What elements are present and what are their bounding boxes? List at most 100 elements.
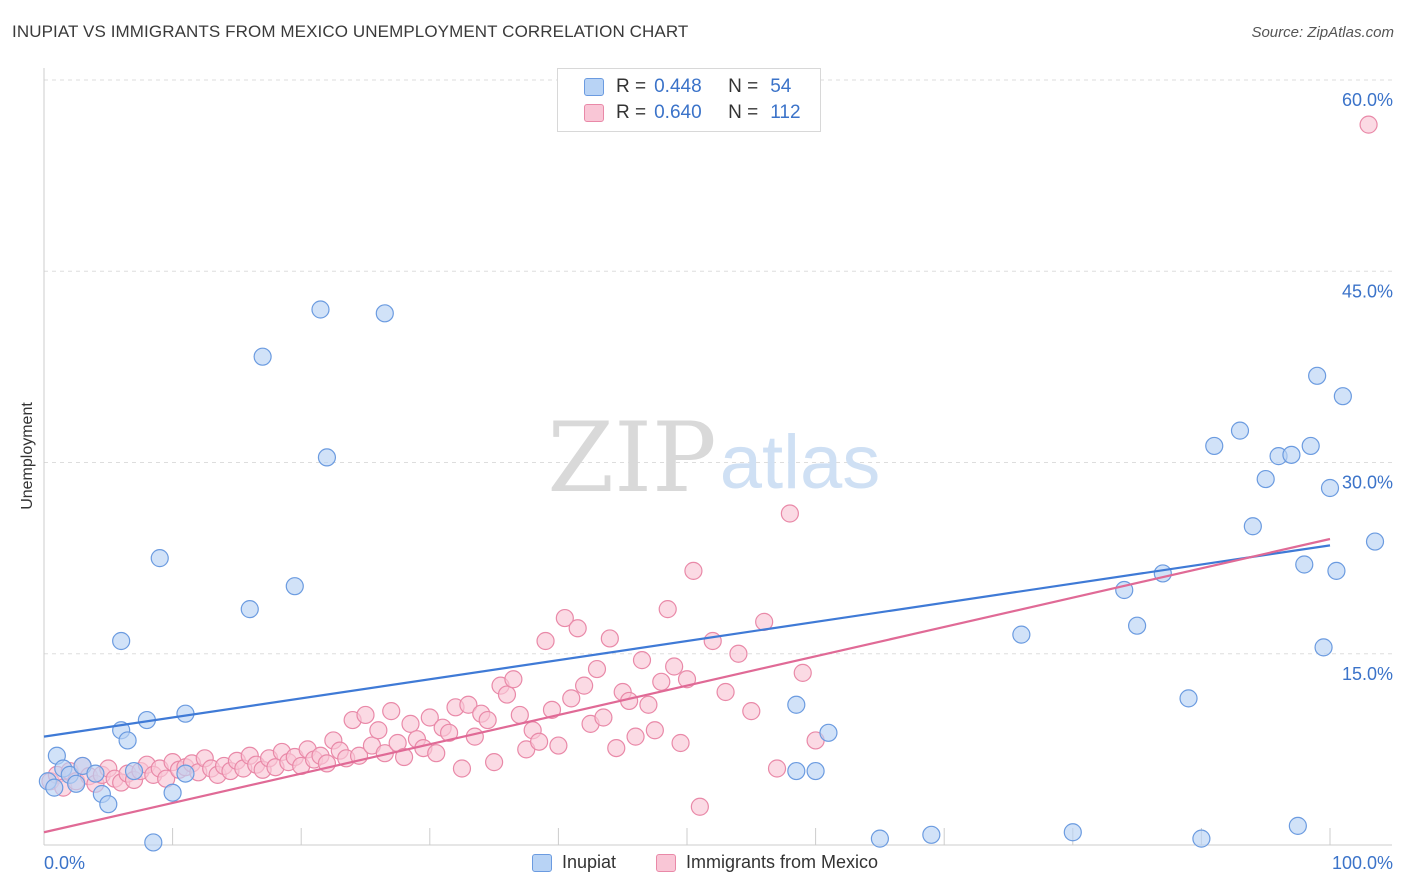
data-point-mexico <box>497 685 517 704</box>
trend-line-mexico <box>43 537 1331 834</box>
legend-n-value-inupiat: 54 <box>770 76 792 97</box>
data-point-mexico <box>607 738 626 758</box>
x-tick-label: 100.0% <box>1332 853 1393 873</box>
data-point-inupiat <box>124 761 144 781</box>
data-point-mexico <box>671 733 690 753</box>
legend-r-value-inupiat: 0.448 <box>654 76 702 97</box>
data-point-mexico <box>716 682 735 702</box>
trend-line-inupiat <box>43 544 1331 738</box>
legend-r-label: R = <box>616 76 647 97</box>
data-point-mexico <box>369 721 388 740</box>
data-point-inupiat <box>1282 445 1301 464</box>
data-point-inupiat <box>144 833 163 852</box>
legend-swatch-inupiat <box>584 78 604 96</box>
data-point-inupiat <box>1327 561 1346 580</box>
data-point-mexico <box>542 700 562 719</box>
data-point-inupiat <box>1301 436 1320 456</box>
data-point-inupiat <box>1192 829 1211 848</box>
data-point-mexico <box>504 670 523 689</box>
trend-lines <box>43 537 1331 834</box>
data-point-inupiat <box>240 600 259 619</box>
data-point-inupiat <box>118 731 137 750</box>
data-point-inupiat <box>1314 638 1333 657</box>
legend-row-mexico: R = 0.640 N = 112 <box>584 101 801 125</box>
data-point-mexico <box>420 708 439 727</box>
data-point-inupiat <box>1243 517 1262 536</box>
data-point-mexico <box>439 723 459 742</box>
series-mexico-points <box>41 115 1378 816</box>
data-point-mexico <box>394 747 414 767</box>
data-point-mexico <box>767 759 787 778</box>
data-point-mexico <box>639 695 658 714</box>
data-point-inupiat <box>1012 625 1031 644</box>
legend-label-inupiat: Inupiat <box>562 852 617 872</box>
x-tick-label: 0.0% <box>44 853 85 873</box>
data-point-inupiat <box>922 825 941 844</box>
data-point-mexico <box>382 702 401 721</box>
data-point-inupiat <box>253 347 272 366</box>
data-point-inupiat <box>285 577 304 596</box>
data-point-inupiat <box>819 723 838 742</box>
data-point-mexico <box>575 676 594 695</box>
data-point-mexico <box>562 689 581 708</box>
data-point-inupiat <box>1179 689 1198 708</box>
data-point-inupiat <box>176 764 195 783</box>
data-point-inupiat <box>1365 532 1385 551</box>
data-point-mexico <box>555 608 574 628</box>
data-point-inupiat <box>806 761 825 781</box>
data-point-mexico <box>427 744 446 763</box>
legend-swatch-mexico <box>584 104 604 122</box>
data-point-mexico <box>742 702 761 721</box>
data-point-mexico <box>510 705 529 725</box>
data-point-mexico <box>652 672 671 691</box>
legend-n-label: N = <box>728 76 759 97</box>
legend-item-inupiat[interactable]: Inupiat <box>532 852 616 873</box>
data-point-mexico <box>568 619 587 638</box>
data-point-inupiat <box>870 829 890 848</box>
tick-labels: 15.0% 30.0% 45.0% 60.0% 0.0% 100.0% <box>44 90 1393 873</box>
y-tick-label: 30.0% <box>1342 473 1393 493</box>
data-point-mexico <box>465 727 484 746</box>
data-point-inupiat <box>99 795 118 814</box>
data-point-mexico <box>401 714 420 733</box>
data-point-mexico <box>530 732 549 751</box>
data-point-mexico <box>690 797 709 816</box>
data-point-inupiat <box>150 549 169 568</box>
correlation-legend: R = 0.448 N = 54 R = 0.640 N = 112 <box>557 68 821 132</box>
data-point-inupiat <box>317 448 337 467</box>
data-point-mexico <box>587 659 607 679</box>
data-point-inupiat <box>1320 478 1340 498</box>
series-legend: Inupiat Immigrants from Mexico <box>0 852 1406 878</box>
source-credit: Source: ZipAtlas.com <box>1251 24 1394 41</box>
data-point-mexico <box>549 736 568 755</box>
data-point-inupiat <box>1127 616 1147 635</box>
legend-swatch-inupiat <box>532 853 552 872</box>
data-point-mexico <box>485 753 504 772</box>
data-point-mexico <box>780 504 799 523</box>
data-point-inupiat <box>45 778 64 797</box>
legend-n-value-mexico: 112 <box>770 102 801 123</box>
watermark-atlas: atlas <box>720 420 881 505</box>
data-point-inupiat <box>86 764 105 783</box>
data-point-inupiat <box>1205 436 1224 456</box>
data-point-inupiat <box>375 304 394 323</box>
chart-title: INUPIAT VS IMMIGRANTS FROM MEXICO UNEMPL… <box>12 22 689 41</box>
data-point-mexico <box>459 695 478 714</box>
data-point-mexico <box>665 657 684 676</box>
data-point-inupiat <box>163 783 182 802</box>
data-point-inupiat <box>1256 469 1275 489</box>
legend-n-label: N = <box>728 102 759 123</box>
data-point-mexico <box>594 708 613 727</box>
watermark-zip: ZIP <box>547 402 716 514</box>
legend-r-value-mexico: 0.640 <box>654 102 702 123</box>
legend-item-mexico[interactable]: Immigrants from Mexico <box>656 852 878 873</box>
data-point-mexico <box>645 721 664 740</box>
data-point-mexico <box>677 670 697 689</box>
data-point-inupiat <box>1308 366 1327 385</box>
data-point-inupiat <box>1288 816 1307 835</box>
y-tick-label: 60.0% <box>1342 90 1393 110</box>
watermark: ZIP atlas <box>547 402 880 514</box>
legend-r-label: R = <box>616 102 647 123</box>
data-point-mexico <box>478 710 497 730</box>
